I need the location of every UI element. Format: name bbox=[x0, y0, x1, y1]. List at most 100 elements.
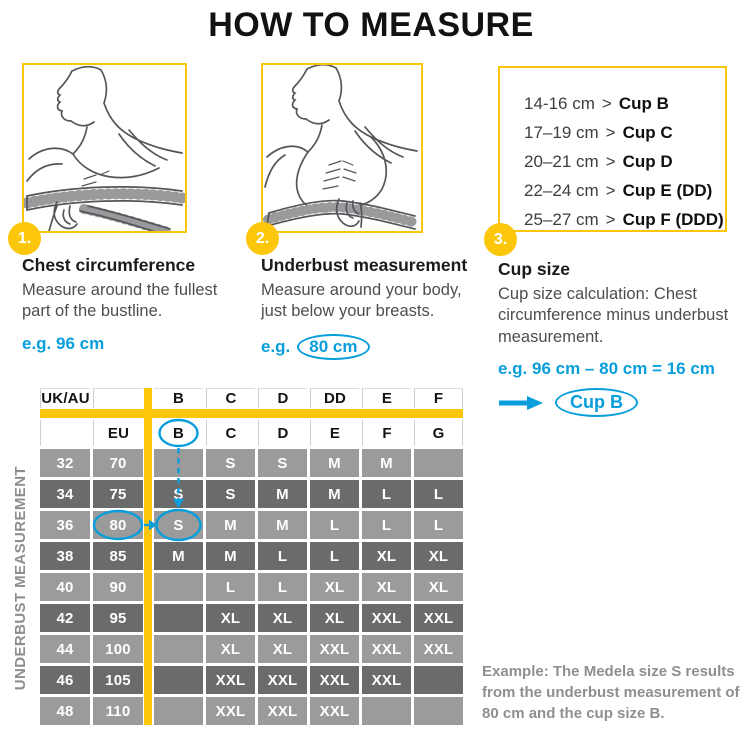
chest-measure-drawing bbox=[24, 65, 185, 231]
garment-size-cell: L bbox=[258, 573, 307, 601]
cup-chart-row: 14-16 cm > Cup B bbox=[524, 93, 669, 113]
garment-size-cell bbox=[154, 573, 203, 601]
garment-size-cell: L bbox=[310, 542, 359, 570]
garment-size-cell: L bbox=[258, 542, 307, 570]
size-table-header-cell: E bbox=[310, 420, 359, 446]
garment-size-cell bbox=[414, 697, 463, 725]
ukau-size-cell: 48 bbox=[40, 697, 90, 725]
garment-size-cell: XL bbox=[206, 604, 255, 632]
garment-size-cell bbox=[154, 697, 203, 725]
eu-size-cell: 100 bbox=[93, 635, 143, 663]
garment-size-cell: M bbox=[206, 511, 255, 539]
yellow-vertical-divider bbox=[144, 388, 152, 725]
garment-size-cell: XL bbox=[362, 573, 411, 601]
step-2: Underbust measurement Measure around you… bbox=[261, 255, 489, 360]
ukau-size-cell: 40 bbox=[40, 573, 90, 601]
garment-size-cell bbox=[362, 697, 411, 725]
eu-size-cell: 90 bbox=[93, 573, 143, 601]
illustration-underbust-measurement bbox=[261, 63, 423, 233]
step-3-result: Cup B bbox=[498, 388, 740, 418]
ukau-size-cell: 46 bbox=[40, 666, 90, 694]
step-3-heading: Cup size bbox=[498, 259, 570, 279]
ukau-size-cell: 44 bbox=[40, 635, 90, 663]
garment-size-cell: XL bbox=[414, 542, 463, 570]
eu-size-cell: 110 bbox=[93, 697, 143, 725]
eu-size-cell: 70 bbox=[93, 449, 143, 477]
step-2-example: e.g. 80 cm bbox=[261, 333, 489, 360]
cup-chart-row: 22–24 cm > Cup E (DD) bbox=[524, 180, 713, 200]
arrow-right-icon bbox=[499, 395, 543, 410]
size-table: UNDERBUST MEASUREMENT UK/AU B C D DD E F EU B C D E… bbox=[12, 388, 463, 725]
step-2-heading: Underbust measurement bbox=[261, 255, 468, 275]
size-table-header-cell: F bbox=[362, 420, 411, 446]
garment-size-cell bbox=[154, 604, 203, 632]
illustration-chest-measurement bbox=[22, 63, 187, 233]
step-3-body: Cup size calculation: Chest circumference… bbox=[498, 285, 729, 346]
garment-size-cell: L bbox=[362, 480, 411, 508]
garment-size-cell: S bbox=[154, 511, 203, 539]
garment-size-cell: XL bbox=[310, 604, 359, 632]
step-2-body: Measure around your body, just below your… bbox=[261, 281, 462, 321]
step-1: Chest circumference Measure around the f… bbox=[22, 255, 247, 354]
garment-size-cell bbox=[154, 635, 203, 663]
garment-size-cell: M bbox=[258, 511, 307, 539]
size-table-header-cell bbox=[40, 420, 90, 446]
garment-size-cell: L bbox=[362, 511, 411, 539]
garment-size-cell: XXL bbox=[362, 604, 411, 632]
cup-size-chart: 14-16 cm > Cup B 17–19 cm > Cup C 20–21 cm > Cup… bbox=[498, 66, 727, 232]
yellow-horizontal-divider bbox=[40, 409, 463, 418]
garment-size-cell: S bbox=[154, 480, 203, 508]
garment-size-cell: M bbox=[310, 449, 359, 477]
garment-size-cell: XXL bbox=[310, 635, 359, 663]
cup-chart-row: 20–21 cm > Cup D bbox=[524, 151, 673, 171]
step-3-badge: 3. bbox=[484, 223, 517, 256]
garment-size-cell: L bbox=[310, 511, 359, 539]
garment-size-cell: M bbox=[362, 449, 411, 477]
garment-size-cell: XXL bbox=[414, 635, 463, 663]
underbust-measure-drawing bbox=[263, 65, 420, 230]
size-table-header-cell: B bbox=[154, 388, 203, 408]
garment-size-cell bbox=[414, 666, 463, 694]
garment-size-cell: XXL bbox=[362, 635, 411, 663]
ukau-size-cell: 38 bbox=[40, 542, 90, 570]
garment-size-cell: XL bbox=[362, 542, 411, 570]
garment-size-cell: M bbox=[310, 480, 359, 508]
garment-size-cell: S bbox=[258, 449, 307, 477]
page-title: HOW TO MEASURE bbox=[208, 6, 534, 44]
garment-size-cell: S bbox=[206, 449, 255, 477]
ukau-size-cell: 42 bbox=[40, 604, 90, 632]
underbust-axis-label: UNDERBUST MEASUREMENT bbox=[11, 466, 29, 691]
garment-size-cell: XXL bbox=[362, 666, 411, 694]
step-1-body: Measure around the fullest part of the bu… bbox=[22, 281, 218, 321]
step-1-example: e.g. 96 cm bbox=[22, 333, 105, 353]
garment-size-cell bbox=[154, 666, 203, 694]
size-table-header-cell: D bbox=[258, 420, 307, 446]
size-table-header-cell: E bbox=[362, 388, 411, 408]
size-table-grid: UK/AU B C D DD E F EU B C D E F G 32 70 S S M M 34 75 S S M M L L 36… bbox=[40, 388, 463, 725]
garment-size-cell: L bbox=[414, 511, 463, 539]
garment-size-cell: XXL bbox=[206, 697, 255, 725]
garment-size-cell: L bbox=[414, 480, 463, 508]
size-table-header-cell: F bbox=[414, 388, 463, 408]
size-table-header-cell: C bbox=[206, 388, 255, 408]
garment-size-cell: L bbox=[206, 573, 255, 601]
garment-size-cell: M bbox=[154, 542, 203, 570]
cup-size-chart-list: 14-16 cm > Cup B 17–19 cm > Cup C 20–21 cm > Cup… bbox=[524, 89, 725, 234]
garment-size-cell: XL bbox=[310, 573, 359, 601]
garment-size-cell: XL bbox=[414, 573, 463, 601]
circled-80cm: 80 cm bbox=[297, 333, 370, 360]
eu-size-cell: 105 bbox=[93, 666, 143, 694]
garment-size-cell: XL bbox=[258, 635, 307, 663]
garment-size-cell: XL bbox=[258, 604, 307, 632]
eu-size-cell: 80 bbox=[93, 511, 143, 539]
garment-size-cell: XXL bbox=[258, 666, 307, 694]
step-2-example-prefix: e.g. bbox=[261, 336, 291, 356]
example-footnote: Example: The Medela size S results from t… bbox=[482, 663, 740, 722]
garment-size-cell: XL bbox=[206, 635, 255, 663]
step-2-badge: 2. bbox=[246, 222, 279, 255]
cup-chart-row: 25–27 cm > Cup F (DDD) bbox=[524, 209, 724, 229]
garment-size-cell: XXL bbox=[310, 666, 359, 694]
ukau-size-cell: 36 bbox=[40, 511, 90, 539]
step-3-example: e.g. 96 cm – 80 cm = 16 cm bbox=[498, 359, 715, 379]
